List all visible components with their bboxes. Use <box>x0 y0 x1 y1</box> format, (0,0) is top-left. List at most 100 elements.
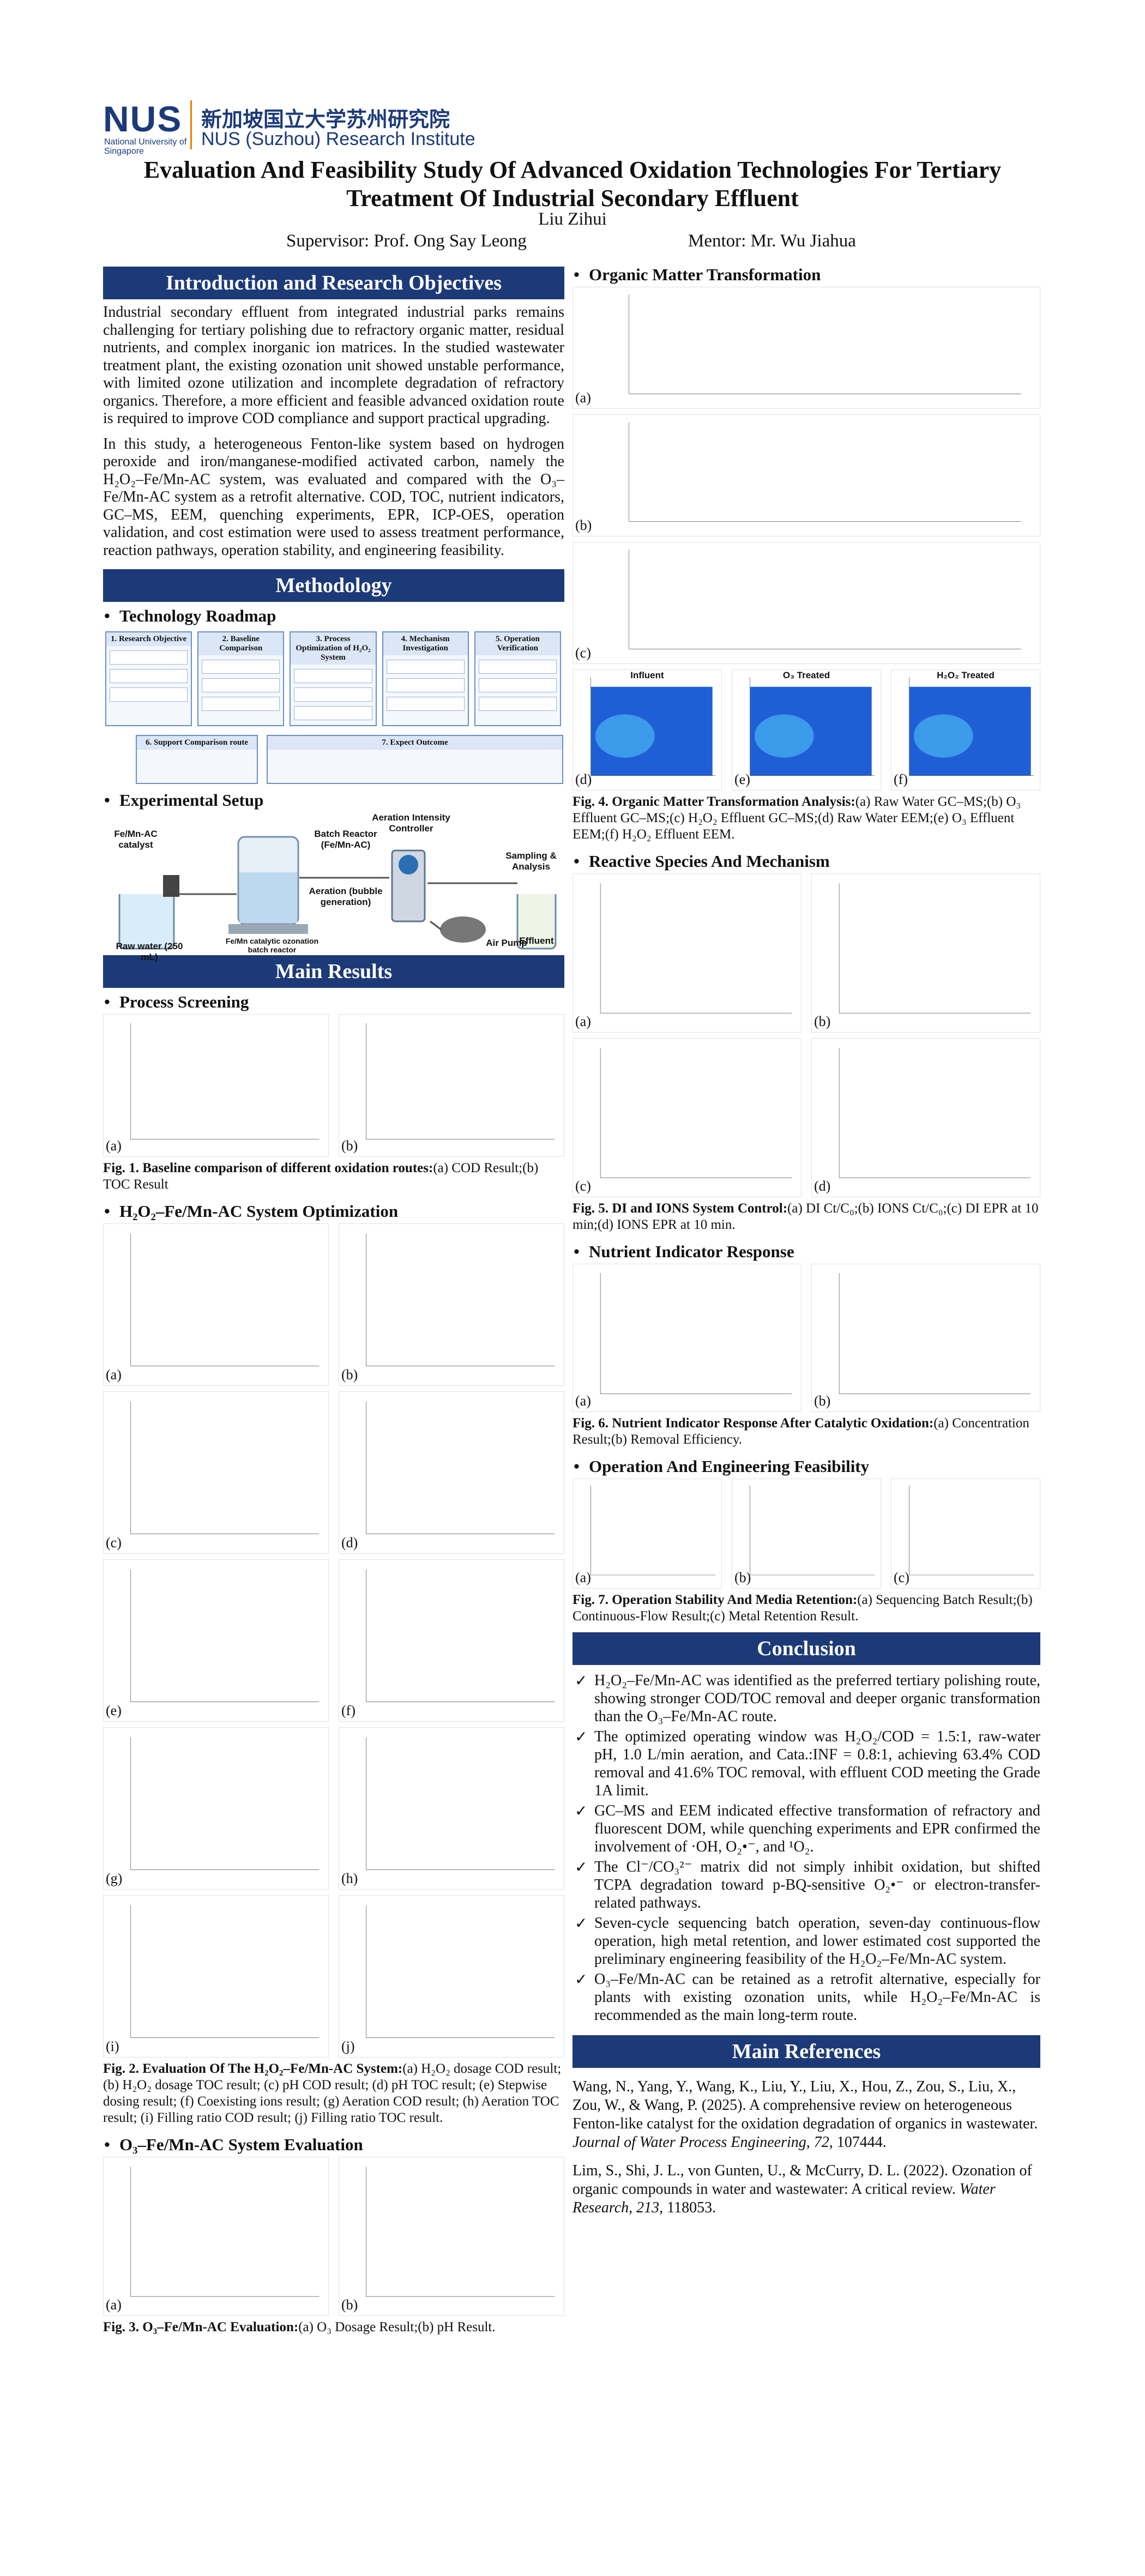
panel-label: (h) <box>341 1871 358 1886</box>
plot-frame <box>104 1015 328 1156</box>
caption-title: Fig. 3. O₃–Fe/Mn-AC Evaluation: <box>103 2320 299 2334</box>
setup-label: Effluent <box>519 936 554 946</box>
caption-title: Fig. 5. DI and IONS System Control: <box>572 1201 788 1216</box>
axis <box>839 1048 1030 1178</box>
roadmap-box: 7. Expect Outcome <box>267 735 563 784</box>
subheading: Nutrient Indicator Response <box>574 1242 1040 1262</box>
caption: Fig. 4. Organic Matter Transformation An… <box>572 794 1040 843</box>
axis <box>600 883 792 1013</box>
caption-text: (a) Concentration Result;(b) Removal Eff… <box>572 1416 1029 1447</box>
panel-label: (b) <box>814 1393 831 1409</box>
axis <box>366 1570 555 1702</box>
panel-label: (c) <box>894 1570 909 1585</box>
figure-panel: (d) <box>811 1038 1040 1197</box>
caption-text: (a) COD Result;(b) TOC Result <box>103 1161 539 1192</box>
panel-label: (a) <box>575 390 591 406</box>
raw-water-beaker <box>118 894 175 950</box>
figure-panel: (b) <box>811 1264 1040 1412</box>
plot-frame <box>812 874 1040 1032</box>
figure-panel: (c) <box>572 1038 801 1197</box>
axis <box>909 1486 1034 1575</box>
roadmap-item <box>386 678 465 692</box>
roadmap-step: 4. Mechanism Investigation <box>383 632 468 655</box>
roadmap-box: 5. Operation Verification <box>474 631 561 726</box>
supervisor: Supervisor: Prof. Ong Say Leong <box>286 231 527 251</box>
axis <box>750 1486 875 1575</box>
caption-title: Fig. 1. Baseline comparison of different… <box>103 1161 433 1175</box>
eem-peak <box>913 714 973 758</box>
panel-label: (a) <box>106 2297 122 2313</box>
piping <box>179 877 517 931</box>
reactor-water <box>239 872 297 923</box>
conclusion-item: The optimized operating window was H₂O₂/… <box>575 1728 1040 1800</box>
left-column: Introduction and Research Objectives Ind… <box>103 267 564 2340</box>
figure-panel: (d) <box>339 1391 564 1554</box>
figure-panel: (b) <box>339 2157 564 2316</box>
author: Liu Zihui <box>538 209 607 229</box>
plot-frame <box>339 1392 564 1553</box>
plot-frame <box>104 1728 328 1889</box>
caption: Fig. 5. DI and IONS System Control:(a) D… <box>572 1200 1040 1233</box>
panel-label: (b) <box>341 2297 358 2313</box>
section-header: Main References <box>572 2035 1040 2068</box>
axis <box>591 1486 715 1575</box>
subheading: Operation And Engineering Feasibility <box>574 1457 1040 1476</box>
paragraph: In this study, a heterogeneous Fenton-li… <box>103 435 564 559</box>
caption: Fig. 1. Baseline comparison of different… <box>103 1160 564 1193</box>
plot-frame <box>573 1264 801 1411</box>
caption: Fig. 6. Nutrient Indicator Response Afte… <box>572 1415 1040 1448</box>
axis <box>366 1402 555 1534</box>
figure-panel: (j) <box>339 1895 564 2058</box>
paragraph: Industrial secondary effluent from integ… <box>103 304 564 427</box>
figure-panel: (a) <box>103 1014 329 1157</box>
roadmap-box: 2. Baseline Comparison <box>197 631 285 726</box>
conclusion-item: Seven-cycle sequencing batch operation, … <box>575 1914 1040 1968</box>
plot-frame <box>573 670 721 790</box>
figure-panel: (b) <box>572 414 1040 536</box>
panel-label: (c) <box>575 1178 591 1194</box>
roadmap-step: 2. Baseline Comparison <box>198 632 284 655</box>
figure-panel: (a) <box>103 1223 329 1386</box>
figure-panel: (f) <box>339 1559 564 1722</box>
axis <box>130 1023 319 1139</box>
setup-label: Aeration Intensity Controller <box>372 812 450 834</box>
caption-title: Fig. 6. Nutrient Indicator Response Afte… <box>572 1416 934 1431</box>
roadmap-item <box>294 669 372 683</box>
title: Evaluation And Feasibility Study Of Adva… <box>143 156 1002 212</box>
caption-text: (a) Sequencing Batch Result;(b) Continuo… <box>572 1592 1033 1624</box>
eem-peak <box>754 714 814 758</box>
roadmap-item <box>386 660 465 674</box>
setup-label: Raw water (250 mL) <box>116 941 183 962</box>
axis <box>839 1273 1030 1393</box>
roadmap-step: 5. Operation Verification <box>475 632 560 655</box>
panel-label: (b) <box>575 517 592 533</box>
plot-frame <box>104 1560 328 1721</box>
logo-mark: NUS <box>103 99 183 139</box>
figure: (a) (b) <box>103 1014 564 1157</box>
panel-label: (b) <box>341 1367 358 1383</box>
eem-peak <box>595 714 655 758</box>
roadmap-item <box>110 650 188 665</box>
reference-tail: , 118053. <box>659 2199 716 2216</box>
axis <box>366 2167 555 2296</box>
panel-label: (d) <box>814 1178 831 1194</box>
caption-text: (a) Raw Water GC–MS;(b) O₃ Effluent GC–M… <box>572 794 1021 842</box>
catalyst-jar <box>163 875 179 897</box>
axis <box>366 1905 555 2038</box>
plot-frame <box>104 2157 328 2315</box>
roadmap-item <box>294 687 372 702</box>
caption-text: (a) H₂O₂ dosage COD result; (b) H₂O₂ dos… <box>103 2061 562 2125</box>
eem-panel: H₂O₂ Treated (f) <box>891 669 1040 791</box>
conclusion-list: H₂O₂–Fe/Mn-AC was identified as the pref… <box>572 1669 1040 2026</box>
caption-text: (a) O₃ Dosage Result;(b) pH Result. <box>298 2320 496 2334</box>
roadmap-item <box>202 678 280 692</box>
axis <box>130 1234 319 1366</box>
logo: NUS National University of Singapore 新加坡… <box>103 98 594 156</box>
roadmap-item <box>478 678 557 692</box>
roadmap-box: 3. Process Optimization of H₂O₂ System <box>290 631 377 726</box>
figure-panel: (b) <box>732 1479 881 1589</box>
subheading: O₃–Fe/Mn-AC System Evaluation <box>104 2135 564 2155</box>
right-column: Organic Matter Transformation (a)(b)(c) … <box>572 261 1040 2224</box>
figure-panel: (a) <box>572 1264 801 1412</box>
